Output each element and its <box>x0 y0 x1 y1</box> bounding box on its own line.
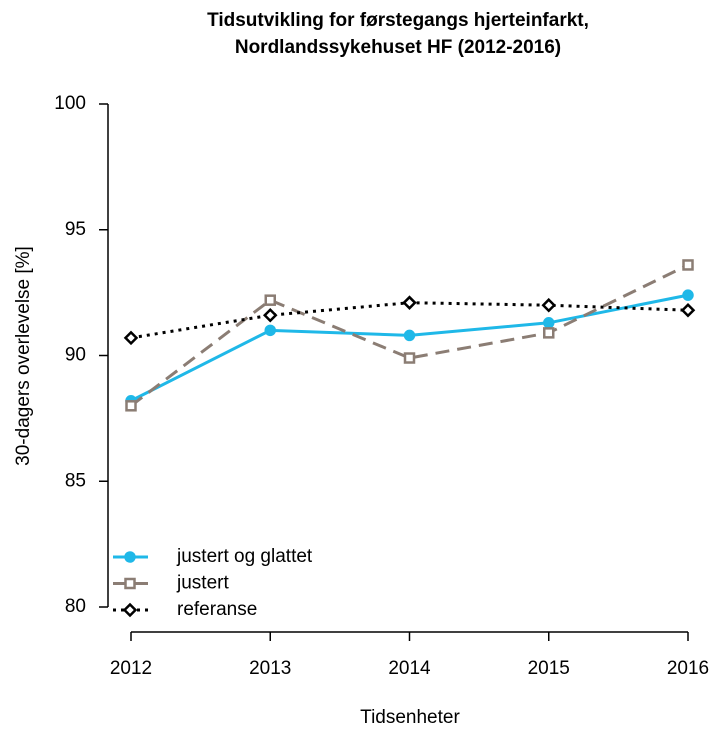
y-tick-label: 90 <box>65 345 86 366</box>
x-axis-label: Tidsenheter <box>360 707 460 728</box>
legend-label: justert <box>176 573 229 594</box>
data-point <box>125 400 137 412</box>
data-point <box>123 330 139 346</box>
data-point <box>541 297 557 313</box>
data-point <box>682 289 694 301</box>
data-point <box>262 307 278 323</box>
y-tick-label: 100 <box>54 93 86 114</box>
x-tick-label: 2015 <box>528 658 570 679</box>
data-point <box>680 302 696 318</box>
chart-title: Nordlandssykehuset HF (2012-2016) <box>235 37 561 58</box>
legend-marker <box>124 551 136 563</box>
y-tick-label: 85 <box>65 470 86 491</box>
data-point <box>543 317 555 329</box>
x-tick-label: 2012 <box>110 658 152 679</box>
data-point <box>264 324 276 337</box>
series-line <box>130 263 689 407</box>
data-point <box>264 294 276 306</box>
x-tick-label: 2016 <box>667 658 709 679</box>
data-point <box>403 329 416 342</box>
y-tick-label: 95 <box>65 219 86 240</box>
data-point <box>402 295 417 310</box>
legend-label: justert og glattet <box>176 546 313 567</box>
x-tick-label: 2013 <box>249 658 291 679</box>
legend-label: referanse <box>177 599 257 620</box>
legend-marker <box>124 577 136 590</box>
legend-marker <box>122 602 138 618</box>
y-axis-label: 30-dagers overlevelse [%] <box>13 246 34 466</box>
y-tick-label: 80 <box>65 596 86 617</box>
x-tick-label: 2014 <box>388 658 431 679</box>
chart-title: Tidsutvikling for førstegangs hjerteinfa… <box>207 10 589 31</box>
data-point <box>543 327 555 339</box>
data-point <box>682 259 694 271</box>
data-point <box>403 352 416 364</box>
